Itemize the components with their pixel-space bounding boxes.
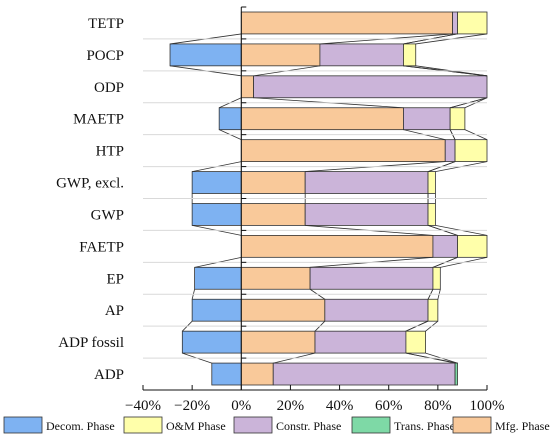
bar-decom-phase-2	[169, 43, 242, 67]
bar-constr-phase-9	[309, 266, 434, 290]
category-label: EP	[106, 271, 124, 287]
bar-o-m-phase-11	[405, 330, 426, 354]
bar-constr-phase-4	[403, 107, 451, 131]
bar-constr-phase-2	[319, 43, 404, 67]
legend: Decom. Phase O&M Phase Constr. Phase Trans.…	[3, 416, 550, 434]
x-tick-label: 20%	[277, 398, 305, 414]
bar-decom-phase-6	[191, 171, 242, 194]
legend-label: Decom. Phase	[46, 419, 115, 433]
category-label: ODP	[94, 80, 124, 96]
bar-mfg-phase-12	[240, 362, 274, 386]
legend-label: Trans. Phase	[394, 419, 455, 433]
x-tick-label: −40%	[125, 398, 161, 414]
bar-decom-phase-4	[218, 107, 242, 131]
legend-label: Constr. Phase	[276, 419, 341, 433]
x-tick-label: 100%	[470, 398, 505, 414]
bar-constr-phase-11	[314, 330, 407, 354]
bar-constr-phase-1	[452, 11, 458, 35]
bar-decom-phase-9	[194, 266, 242, 290]
bar-constr-phase-10	[324, 298, 429, 322]
bar-constr-phase-3	[253, 75, 488, 99]
bar-o-m-phase-1	[457, 11, 488, 35]
category-label: POCP	[86, 48, 124, 64]
bar-mfg-phase-7	[240, 203, 306, 226]
bar-mfg-phase-4	[240, 107, 404, 131]
bar-mfg-phase-9	[240, 266, 311, 290]
bar-constr-phase-5	[444, 139, 456, 162]
x-tick-label: −20%	[174, 398, 210, 414]
bar-mfg-phase-11	[240, 330, 316, 354]
bar-mfg-phase-1	[240, 11, 454, 35]
bar-decom-phase-10	[191, 298, 242, 322]
x-tick-labels: −40% −20% 0% 20% 40% 60% 80% 100%	[125, 398, 504, 414]
bars-layer	[169, 11, 488, 386]
bar-decom-phase-11	[181, 330, 242, 354]
axes-layer	[142, 6, 488, 391]
bar-o-m-phase-10	[427, 298, 439, 322]
legend-swatch	[123, 416, 163, 434]
category-label: MAETP	[73, 112, 124, 128]
bar-o-m-phase-4	[449, 107, 466, 131]
bar-constr-phase-12	[272, 362, 456, 386]
bar-o-m-phase-7	[427, 203, 436, 226]
category-label: ADP	[94, 367, 124, 383]
bar-o-m-phase-5	[454, 139, 488, 162]
bar-o-m-phase-6	[427, 171, 436, 194]
bar-constr-phase-7	[304, 203, 429, 226]
bar-o-m-phase-2	[403, 43, 417, 67]
bar-decom-phase-12	[211, 362, 242, 386]
x-tick-label: 0%	[231, 398, 251, 414]
legend-swatch	[3, 416, 43, 434]
x-tick-label: 80%	[424, 398, 452, 414]
legend-label: O&M Phase	[166, 419, 226, 433]
legend-swatch	[452, 416, 492, 434]
bar-mfg-phase-2	[240, 43, 321, 67]
legend-swatch	[233, 416, 273, 434]
bar-mfg-phase-10	[240, 298, 326, 322]
bar-mfg-phase-6	[240, 171, 306, 194]
legend-swatch	[351, 416, 391, 434]
bar-mfg-phase-8	[240, 235, 434, 258]
category-label: GWP, excl.	[56, 176, 124, 192]
bar-decom-phase-7	[191, 203, 242, 226]
bar-constr-phase-6	[304, 171, 429, 194]
category-label: FAETP	[79, 239, 124, 255]
row-separators	[143, 38, 487, 359]
category-label: HTP	[96, 144, 124, 160]
bar-mfg-phase-5	[240, 139, 446, 162]
bar-mfg-phase-3	[240, 75, 254, 99]
category-label: TETP	[88, 16, 124, 32]
x-tick-label: 40%	[326, 398, 354, 414]
category-label: ADP fossil	[58, 335, 124, 351]
bar-trans-phase-12	[454, 362, 458, 386]
category-label: AP	[105, 303, 124, 319]
category-label: GWP	[91, 207, 124, 223]
bar-constr-phase-8	[432, 235, 458, 258]
bar-o-m-phase-8	[457, 235, 488, 258]
x-tick-label: 60%	[375, 398, 403, 414]
bar-o-m-phase-9	[432, 266, 441, 290]
category-labels: TETP POCP ODP MAETP HTP GWP, excl. GWP FAETP EP A…	[56, 16, 124, 383]
legend-label: Mfg. Phase	[495, 419, 550, 433]
